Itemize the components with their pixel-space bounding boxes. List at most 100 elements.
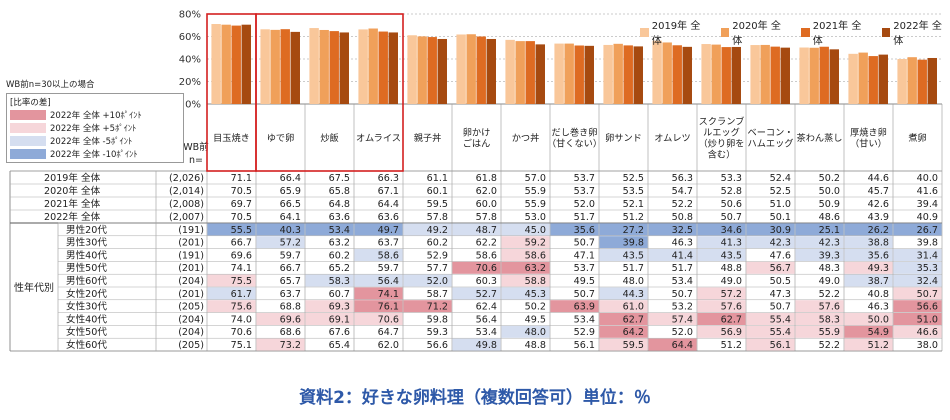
table-cell-highlight <box>893 287 942 300</box>
table-cell-value: 58.6 <box>378 250 399 261</box>
table-cell-value: 58.6 <box>476 250 497 261</box>
bar <box>466 34 476 104</box>
table-cell-highlight <box>599 236 648 249</box>
table-cell-highlight <box>501 236 550 249</box>
diff-legend-title: [比率の差] <box>10 98 51 108</box>
table-cell-highlight <box>207 300 256 313</box>
table-cell-value: 46.3 <box>868 302 889 313</box>
table-cell-value: 49.7 <box>378 225 399 236</box>
table-cell-value: 42.6 <box>868 199 889 210</box>
table-cell-value: 52.8 <box>721 186 742 197</box>
table-cell-highlight <box>746 313 795 325</box>
row-label: 女性50代 <box>66 326 107 338</box>
table-cell-highlight <box>746 325 795 338</box>
row-label: 2022年 全体 <box>44 211 101 223</box>
table-cell-value: 62.0 <box>476 186 497 197</box>
bar <box>427 37 437 104</box>
table-cell-value: 74.1 <box>231 263 252 274</box>
table-cell-value: 49.3 <box>868 263 889 274</box>
table-cell-value: 50.8 <box>672 212 693 223</box>
row-n: (204) <box>178 327 204 338</box>
table-cell-value: 61.7 <box>231 289 252 300</box>
table-cell-value: 76.1 <box>378 302 399 313</box>
table-cell-highlight <box>403 300 452 313</box>
row-n: (201) <box>178 238 204 249</box>
table-cell-value: 63.7 <box>378 238 399 249</box>
table-cell-value: 58.3 <box>329 276 350 287</box>
table-cell-value: 50.1 <box>770 212 791 223</box>
table-cell-value: 38.7 <box>868 276 889 287</box>
table-cell-value: 40.0 <box>917 173 938 184</box>
table-cell-value: 75.6 <box>231 302 252 313</box>
bar <box>858 52 868 104</box>
table-cell-value: 69.1 <box>329 314 350 325</box>
table-cell-value: 48.0 <box>623 276 644 287</box>
table-cell-highlight <box>893 249 942 261</box>
table-cell-value: 55.4 <box>770 327 791 338</box>
row-n: (2,008) <box>169 199 204 210</box>
table-cell-value: 60.2 <box>427 238 448 249</box>
bar <box>848 53 858 104</box>
table-cell-value: 59.5 <box>427 199 448 210</box>
table-cell-highlight <box>452 338 501 351</box>
row-n: (191) <box>178 225 204 236</box>
table-cell-highlight <box>697 287 746 300</box>
table-cell-value: 51.0 <box>770 199 791 210</box>
table-cell-value: 49.5 <box>525 314 546 325</box>
diff-swatch-minus10 <box>10 148 46 159</box>
table-cell-highlight <box>697 313 746 325</box>
table-cell-highlight <box>599 325 648 338</box>
table-cell-highlight <box>844 325 893 338</box>
table-cell-value: 48.8 <box>525 340 546 351</box>
table-cell-value: 27.2 <box>623 225 644 236</box>
table-cell-value: 48.8 <box>721 263 742 274</box>
table-cell-value: 53.5 <box>623 186 644 197</box>
table-cell-value: 53.7 <box>574 263 595 274</box>
table-cell-value: 63.2 <box>525 263 546 274</box>
table-cell-value: 40.9 <box>917 212 938 223</box>
table-cell-value: 42.3 <box>819 238 840 249</box>
table-cell-value: 47.3 <box>770 289 791 300</box>
table-cell-value: 62.7 <box>623 314 644 325</box>
table-cell-highlight <box>795 236 844 249</box>
bar <box>662 42 672 104</box>
chart-caption: 資料2：好きな卵料理（複数回答可）単位：％ <box>299 388 651 408</box>
table-cell-value: 56.4 <box>378 276 399 287</box>
table-cell-value: 71.1 <box>231 173 252 184</box>
table-cell-highlight <box>893 300 942 313</box>
table-cell-value: 57.6 <box>721 302 742 313</box>
table-cell-value: 62.2 <box>476 238 497 249</box>
table-cell-value: 55.9 <box>525 199 546 210</box>
table-cell-value: 56.9 <box>721 327 742 338</box>
table-cell-highlight <box>648 223 697 236</box>
table-cell-value: 39.8 <box>917 238 938 249</box>
bar <box>368 28 378 105</box>
diff-swatch-plus10 <box>10 109 46 120</box>
bar <box>907 57 917 104</box>
row-n: (2,026) <box>169 173 204 184</box>
table-cell-highlight <box>893 274 942 287</box>
table-cell-value: 52.1 <box>623 199 644 210</box>
category-label: 炒飯 <box>320 132 338 144</box>
table-cell-value: 47.6 <box>770 250 791 261</box>
table-cell-highlight <box>354 274 403 287</box>
table-cell-value: 50.7 <box>672 289 693 300</box>
bar <box>652 40 662 104</box>
table-cell-highlight <box>305 274 354 287</box>
table-cell-highlight <box>795 325 844 338</box>
table-cell-value: 67.5 <box>329 173 350 184</box>
table-cell-value: 61.1 <box>427 173 448 184</box>
table-cell-highlight <box>795 300 844 313</box>
table-cell-value: 64.8 <box>329 199 350 210</box>
table-cell-value: 50.7 <box>770 302 791 313</box>
table-cell-value: 70.5 <box>231 212 252 223</box>
table-cell-highlight <box>893 261 942 274</box>
table-cell-highlight <box>452 261 501 274</box>
table-cell-value: 57.4 <box>672 314 693 325</box>
diff-label-plus5: 2022年 全体 +5ﾎﾟｲﾝﾄ <box>50 123 137 134</box>
table-cell-value: 48.6 <box>819 212 840 223</box>
table-cell-highlight <box>256 338 305 351</box>
highlight-box <box>255 13 404 172</box>
table-cell-value: 50.2 <box>819 173 840 184</box>
legend-label-2020: 2020年 全体 <box>732 21 781 47</box>
